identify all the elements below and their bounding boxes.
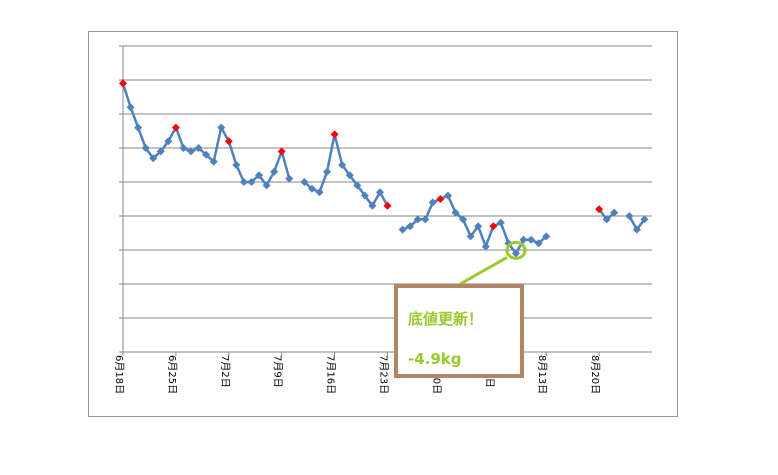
data-point-marker [406,222,415,231]
data-point-marker [459,215,468,224]
data-point-marker [156,147,165,156]
data-point-marker [625,212,634,220]
data-point-marker [360,191,369,200]
data-point-marker [398,225,407,234]
axes [119,45,652,353]
data-point-marker [443,191,452,200]
data-point-marker [217,123,226,132]
x-tick-label: 8月13日 [536,355,548,394]
chart-area: 6月18日6月25日7月2日7月9日7月16日7月23日7月30日8月6日8月1… [88,31,678,417]
data-point-marker [134,123,143,132]
data-point-marker [255,171,264,180]
data-point-marker [519,235,528,244]
callout-title: 底値更新！ [408,310,484,328]
x-tick-label: 6月25日 [166,355,178,394]
minimum-point-circle [505,240,527,260]
data-point-marker [375,188,384,197]
data-point-marker [262,181,271,190]
x-tick-label: 7月9日 [272,355,284,388]
gridlines [123,45,652,319]
data-point-marker [187,147,196,156]
data-point-marker [527,235,536,244]
weight-line-chart: 6月18日6月25日7月2日7月9日7月16日7月23日7月30日8月6日8月1… [113,45,652,394]
x-tick-label: 7月23日 [378,355,390,394]
weekly-highlight-marker [436,195,445,203]
data-point-marker [481,242,490,251]
data-point-marker [126,103,135,112]
data-point-marker [602,215,611,224]
weekly-highlight-marker [383,201,392,210]
data-point-marker [232,161,241,169]
callout-box: 底値更新！ -4.9kg [394,284,524,378]
data-point-marker [474,222,483,231]
data-point-marker [368,201,377,210]
data-point-marker [413,215,422,224]
weekly-highlight-marker [224,137,233,146]
data-point-marker [179,144,188,152]
data-point-marker [323,167,332,176]
x-tick-label: 7月16日 [325,355,337,394]
data-point-marker [164,137,173,146]
data-point-marker [315,188,324,197]
weekly-highlight-marker [330,130,339,139]
data-point-marker [428,198,437,207]
data-point-marker [504,239,513,248]
weekly-highlight-marker [489,222,498,231]
x-tick-label: 8月20日 [589,355,601,394]
x-tick-label: 7月2日 [219,355,231,388]
data-point-marker [496,218,505,227]
data-point-marker [300,178,309,186]
data-point-marker [307,184,316,193]
data-point-marker [421,215,430,224]
data-point-marker [141,144,150,152]
data-point-marker [466,232,475,241]
data-point-marker [511,249,520,258]
data-point-marker [285,174,294,183]
callout-value: -4.9kg [408,350,462,368]
data-point-marker [640,215,649,224]
data-point-marker [270,167,279,176]
data-point-marker [338,161,347,169]
series-line [121,83,646,255]
data-point-marker [542,232,551,241]
series-markers [119,79,649,258]
data-point-marker [194,144,203,152]
data-point-marker [247,178,256,186]
data-point-marker [632,225,641,234]
weekly-highlight-marker [277,147,286,156]
data-point-marker [202,150,211,159]
weekly-highlight-marker [595,205,604,214]
data-point-marker [345,171,354,180]
data-point-marker [451,208,460,217]
data-point-marker [353,181,362,190]
x-axis-tick-labels: 6月18日6月25日7月2日7月9日7月16日7月23日7月30日8月6日8月1… [113,352,601,394]
data-point-marker [610,208,619,217]
data-point-marker [534,239,543,248]
data-point-marker [239,178,248,186]
weekly-highlight-marker [171,123,180,132]
data-point-marker [149,154,158,163]
x-tick-label: 6月18日 [113,355,125,394]
series-line-path [121,83,646,255]
data-point-marker [209,157,218,166]
weekly-highlight-marker [119,79,127,88]
